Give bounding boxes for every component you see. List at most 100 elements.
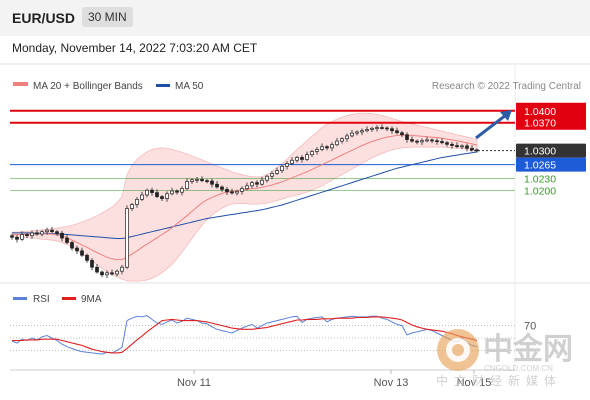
candle [305, 151, 309, 162]
candle-body-up [20, 234, 24, 240]
candle [10, 234, 14, 240]
candle [25, 232, 29, 239]
candle-body-down [410, 139, 414, 142]
candle [440, 138, 444, 145]
candle-body-up [135, 199, 139, 205]
level-tag-2: 1.0300 [524, 146, 556, 158]
candle-body-down [445, 142, 449, 145]
candle-body-down [15, 236, 19, 240]
candle-body-down [150, 189, 154, 193]
candle-body-up [265, 175, 269, 181]
candle [335, 137, 339, 147]
candle [185, 178, 189, 191]
candle [375, 125, 379, 132]
candle [410, 136, 414, 143]
candle-body-down [220, 186, 224, 190]
x-tick-label-1: Nov 13 [374, 377, 409, 389]
candle-body-down [205, 180, 209, 182]
candle-body-up [130, 204, 134, 209]
candle [180, 186, 184, 196]
candle-body-down [210, 180, 214, 185]
watermark-logo-core-icon [452, 344, 464, 356]
candle [420, 138, 424, 146]
candle [215, 181, 219, 189]
candle-body-up [285, 163, 289, 167]
candle-body-up [360, 130, 364, 133]
candle [265, 174, 269, 183]
candle [295, 155, 299, 163]
candle [425, 136, 429, 143]
candle [50, 226, 54, 234]
candle-body-down [255, 182, 259, 185]
candle [310, 149, 314, 158]
candle [85, 253, 89, 263]
candle-body-up [275, 170, 279, 174]
candle [450, 141, 454, 149]
candle [190, 178, 194, 184]
candle-body-up [30, 232, 34, 237]
candle [35, 229, 39, 236]
candle-body-up [270, 173, 274, 177]
candle [230, 188, 234, 195]
candle-body-down [80, 250, 84, 256]
candle-body-up [330, 144, 334, 149]
candle-body-down [25, 234, 29, 237]
watermark: 中金网 CNGOLD.COM.CN 中文财经新媒体 [436, 329, 573, 388]
ma50-line [12, 151, 478, 239]
candle-body-down [175, 190, 179, 193]
candle [345, 133, 349, 142]
chart-header: EUR/USD 30 MIN [0, 0, 590, 36]
candle-body-up [250, 182, 254, 187]
candle [110, 269, 114, 276]
candle-body-down [405, 134, 409, 140]
x-axis: Nov 11 Nov 13 Nov 15 [177, 370, 491, 389]
candle-body-down [70, 242, 74, 249]
candle-body-up [280, 165, 284, 171]
candle [355, 130, 359, 136]
candle-body-up [305, 154, 309, 160]
candle-body-down [110, 272, 114, 275]
candle-body-up [140, 194, 144, 200]
symbol-title: EUR/USD [12, 10, 76, 26]
forecast-arrow-head [500, 110, 512, 121]
candle-body-down [400, 132, 404, 136]
rsi-tick-label-0: 70 [524, 321, 536, 333]
candle-body-down [60, 232, 64, 239]
candle [100, 270, 104, 278]
candle-body-down [55, 231, 59, 234]
candle-body-down [10, 235, 14, 238]
candle-body-up [460, 145, 464, 148]
level-tag-4: 1.0230 [524, 174, 556, 186]
candle-body-down [435, 140, 439, 143]
candle [65, 234, 69, 245]
candle-body-down [455, 145, 459, 148]
candle [165, 191, 169, 202]
candle [250, 181, 254, 189]
candle [120, 264, 124, 275]
candle-body-up [425, 139, 429, 142]
candle-body-down [215, 183, 219, 188]
candle-body-down [35, 232, 39, 235]
candle-body-down [50, 229, 54, 233]
candle-body-down [155, 192, 159, 197]
candle [20, 231, 24, 241]
candle-body-down [325, 146, 329, 149]
candle-body-up [105, 272, 109, 276]
candle-body-down [160, 196, 164, 199]
candle [390, 126, 394, 134]
candle [195, 177, 199, 184]
candle [155, 189, 159, 199]
candle [315, 147, 319, 155]
candle [275, 167, 279, 176]
timeframe-button[interactable]: 30 MIN [82, 7, 133, 27]
candle-body-up [180, 188, 184, 193]
candle [225, 187, 229, 195]
candle [15, 234, 19, 243]
candle [325, 145, 329, 151]
candle-body-down [200, 179, 204, 181]
candle-body-down [225, 189, 229, 193]
candle-body-up [315, 149, 319, 152]
candle [220, 185, 224, 192]
candle [70, 240, 74, 251]
